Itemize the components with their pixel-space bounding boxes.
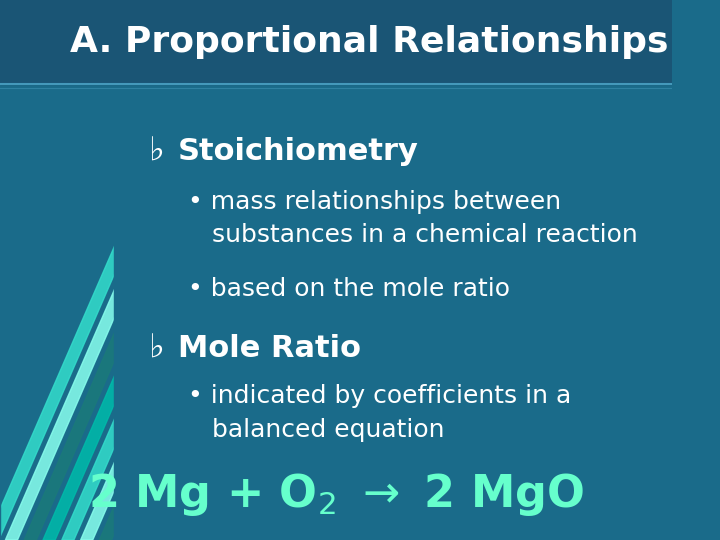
Polygon shape (24, 0, 271, 540)
Text: Stoichiometry: Stoichiometry (178, 137, 419, 166)
Text: Mole Ratio: Mole Ratio (178, 334, 361, 363)
Text: A. Proportional Relationships: A. Proportional Relationships (71, 25, 669, 59)
Text: 2 Mg + O$_2$ $\rightarrow$ 2 MgO: 2 Mg + O$_2$ $\rightarrow$ 2 MgO (88, 470, 584, 518)
Polygon shape (81, 0, 328, 540)
Polygon shape (137, 0, 384, 540)
Polygon shape (175, 0, 422, 540)
Polygon shape (156, 0, 403, 540)
Text: ♭: ♭ (148, 135, 163, 167)
Text: ♭: ♭ (148, 332, 163, 365)
Polygon shape (194, 0, 441, 540)
Polygon shape (114, 0, 672, 540)
Polygon shape (0, 0, 672, 84)
Polygon shape (62, 0, 309, 540)
Polygon shape (5, 0, 253, 540)
Polygon shape (0, 0, 234, 540)
Text: • based on the mole ratio: • based on the mole ratio (188, 277, 510, 301)
Text: • mass relationships between
   substances in a chemical reaction: • mass relationships between substances … (188, 190, 638, 247)
Polygon shape (118, 0, 366, 540)
Polygon shape (43, 0, 290, 540)
Text: • indicated by coefficients in a
   balanced equation: • indicated by coefficients in a balance… (188, 384, 572, 442)
Polygon shape (99, 0, 346, 540)
